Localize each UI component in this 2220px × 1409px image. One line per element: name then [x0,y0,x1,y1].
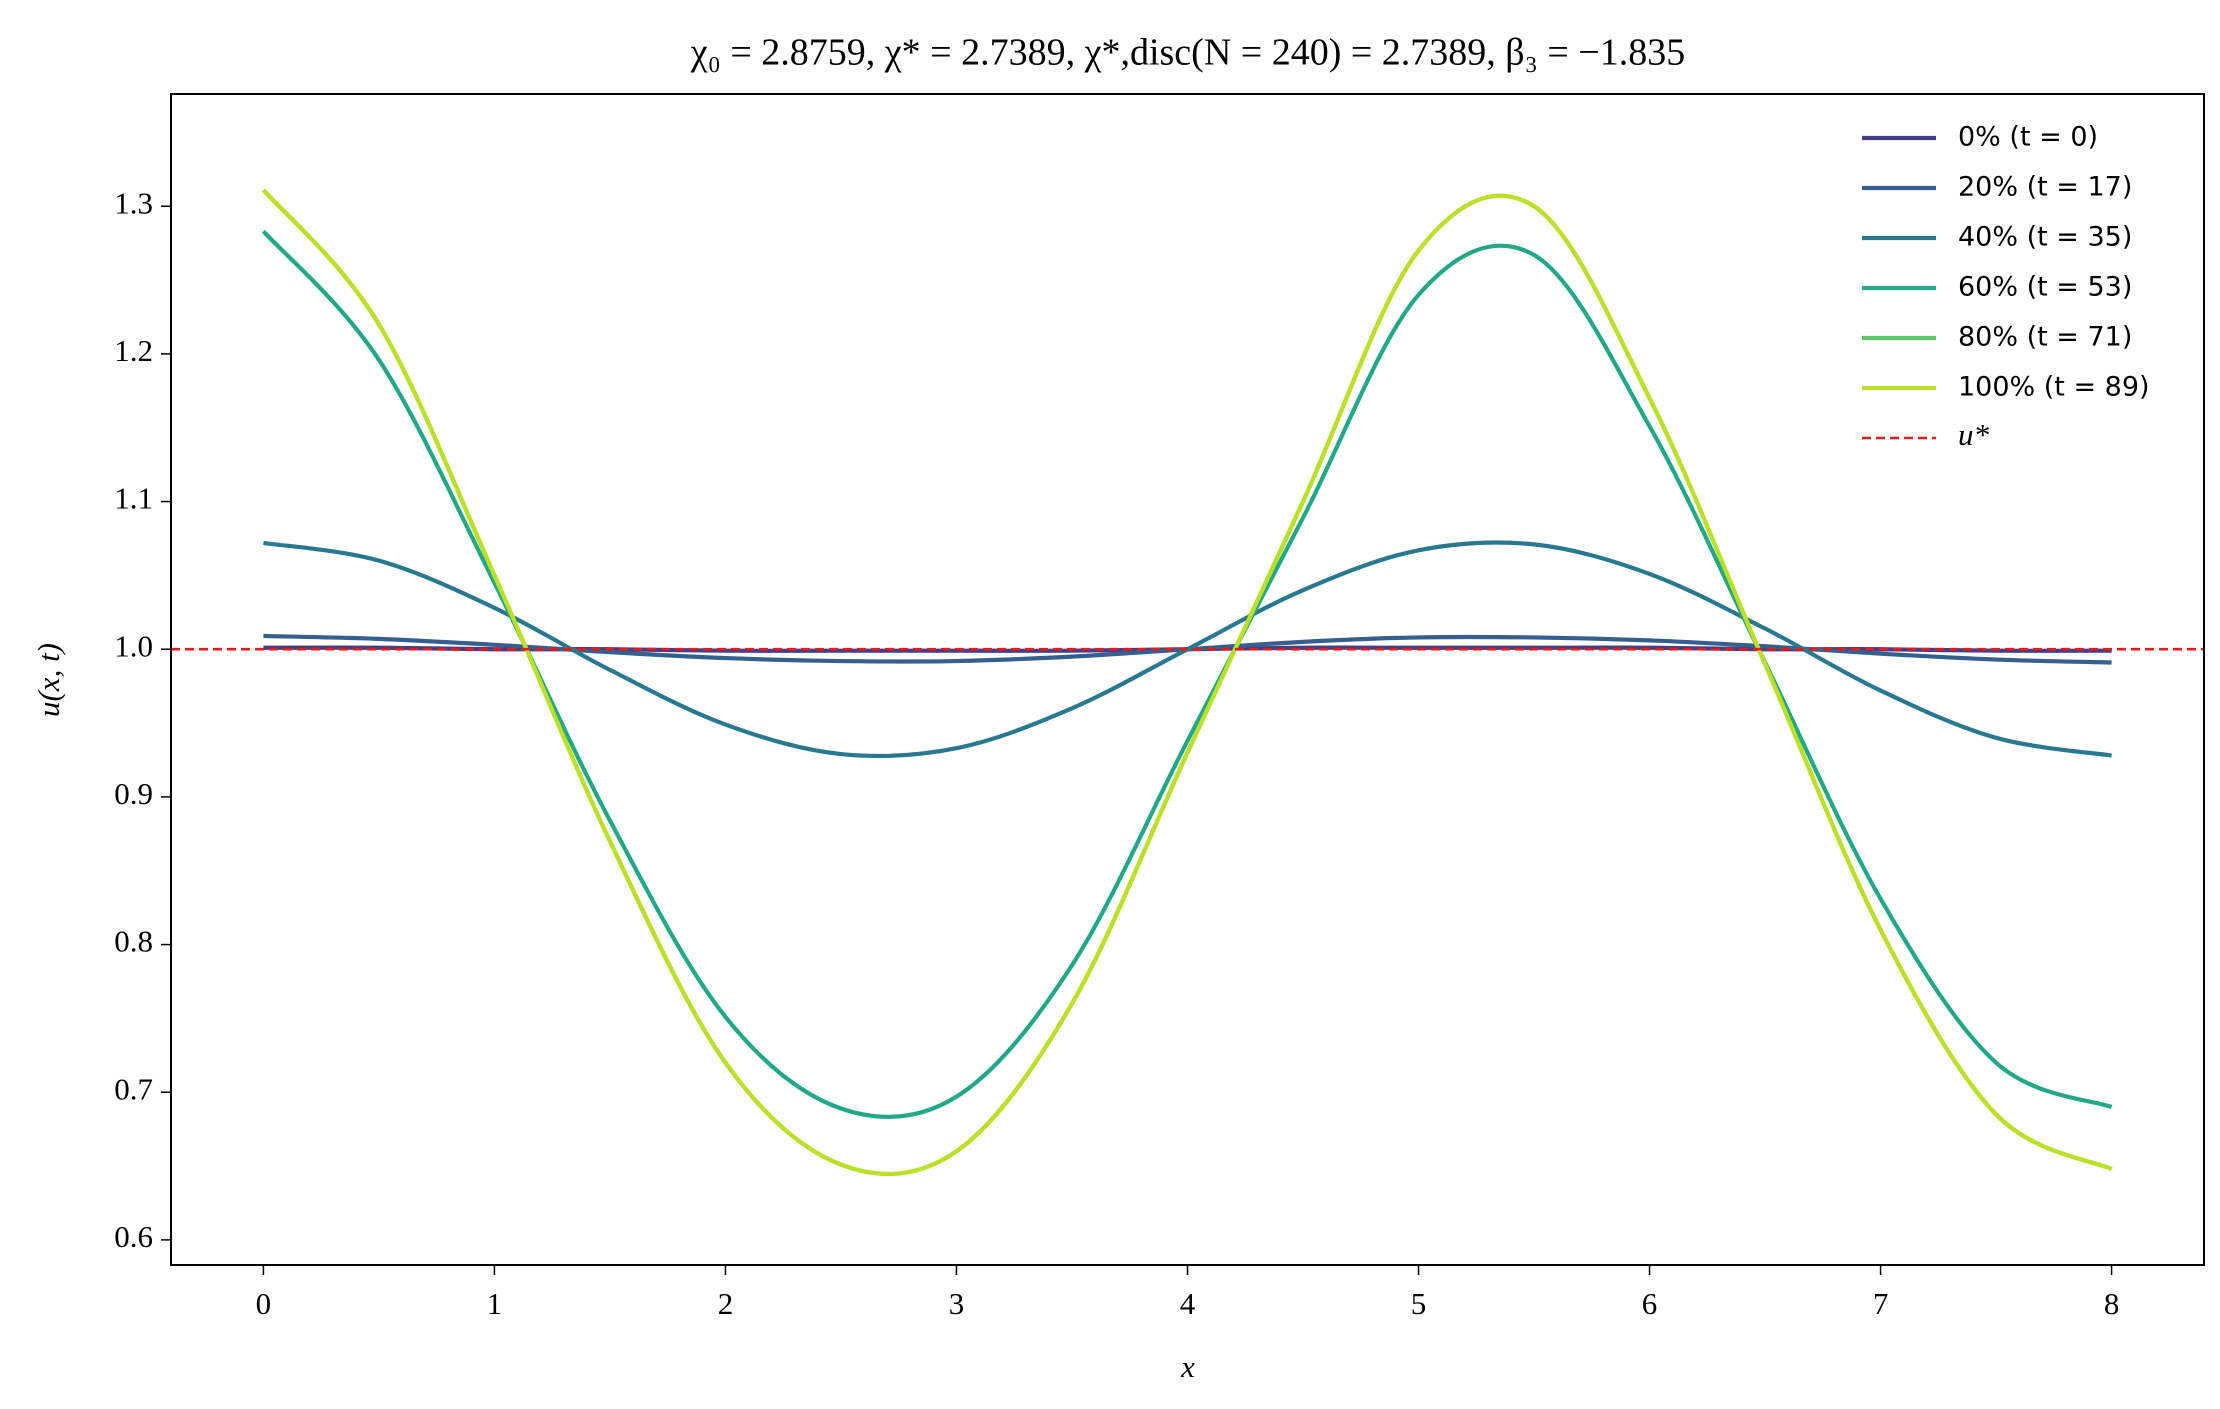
legend-label: 100% (t = 89) [1958,372,2150,403]
x-tick-label: 0 [256,1286,272,1321]
legend-label: 0% (t = 0) [1958,122,2098,153]
y-tick-label: 0.7 [114,1071,153,1106]
legend-label: u* [1958,417,1990,452]
x-axis-label: x [1180,1349,1195,1384]
x-tick-label: 6 [1642,1286,1658,1321]
y-tick-label: 1.0 [114,628,153,663]
chart-title: χ₀ = 2.8759, χ* = 2.7389, χ*,disc(N = 24… [690,32,1685,74]
x-tick-label: 4 [1180,1286,1196,1321]
legend-label: 20% (t = 17) [1958,172,2132,203]
x-tick-label: 5 [1411,1286,1427,1321]
series-line [261,188,2113,1177]
y-tick-label: 0.8 [114,924,153,959]
y-axis-label: u(x, t) [31,643,66,717]
legend-label: 60% (t = 53) [1958,272,2132,303]
x-tick-label: 7 [1873,1286,1889,1321]
y-tick-label: 1.3 [114,185,153,220]
y-tick-label: 1.2 [114,333,153,368]
legend-label: 80% (t = 71) [1958,322,2132,353]
x-tick-label: 3 [949,1286,965,1321]
legend-label: 40% (t = 35) [1958,222,2132,253]
y-tick-label: 0.6 [114,1219,153,1254]
axes-frame [170,93,2205,1266]
x-tick-label: 2 [718,1286,734,1321]
y-tick-label: 1.1 [114,481,153,516]
y-tick-label: 0.9 [114,776,153,811]
x-tick-label: 1 [487,1286,503,1321]
series-line [261,229,2113,1120]
x-tick-label: 8 [2104,1286,2120,1321]
